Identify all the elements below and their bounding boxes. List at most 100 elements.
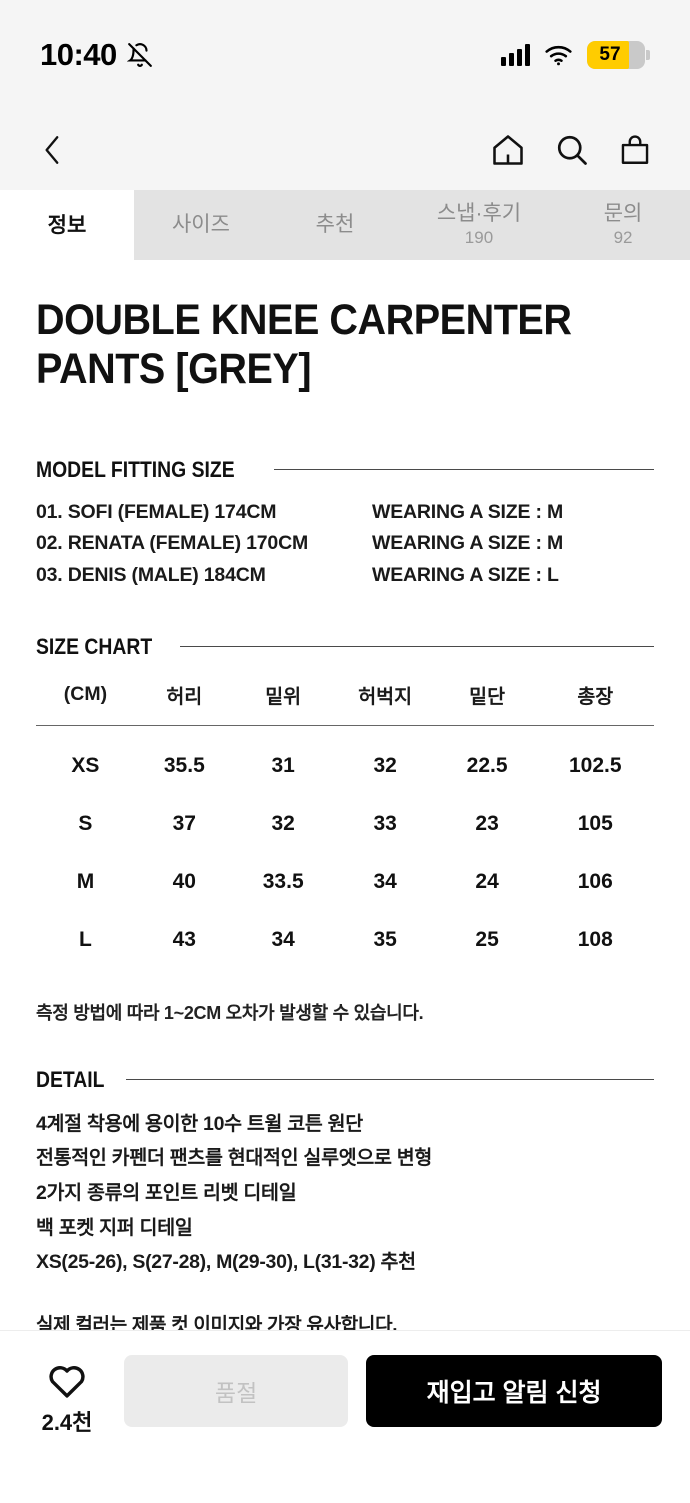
model-size: WEARING A SIZE : M [372,500,564,523]
model-name: 02. RENATA (FEMALE) 170CM [36,532,308,555]
model-row: 02. RENATA (FEMALE) 170CM WEARING A SIZE… [36,528,654,560]
cell-size: XS [71,753,100,777]
cell-hem: 23 [475,811,499,835]
cell-thigh: 34 [373,869,397,893]
cell-length: 108 [577,927,613,951]
tab-count: 190 [464,228,494,248]
section-title: DETAIL [36,1066,105,1092]
column-header: (CM) [63,682,108,705]
tab-bar: 정보 사이즈 추천 스냅·후기 190 문의 92 [0,190,690,262]
cell-length: 106 [577,869,613,893]
column-header: 밑단 [469,685,506,708]
column-header: 밑위 [265,685,302,708]
table-row: L 43 34 35 25 108 [36,911,654,969]
cell-rise: 32 [271,811,295,835]
cell-size: L [79,927,92,951]
cell-rise: 31 [271,753,295,777]
section-title: SIZE CHART [36,633,153,659]
cell-hem: 25 [475,927,499,951]
shopping-bag-icon[interactable] [618,132,652,168]
table-header-row: (CM) 허리 밑위 허벅지 밑단 총장 [36,674,654,726]
model-row: 03. DENIS (MALE) 184CM WEARING A SIZE : … [36,560,654,592]
detail-line: 전통적인 카펜더 팬츠를 현대적인 실루엣으로 변형 [36,1147,433,1170]
tab-size[interactable]: 사이즈 [134,190,268,260]
tab-count: 92 [613,228,633,248]
like-button[interactable]: 2.4천 [28,1355,106,1437]
status-bar: 10:40 57 [0,0,690,110]
cell-waist: 37 [172,811,196,835]
cell-size: M [76,869,95,893]
navigation-bar [0,110,690,190]
cell-hem: 24 [475,869,499,893]
cell-thigh: 33 [373,811,397,835]
section-rule [273,469,654,471]
section-rule [180,646,654,648]
cell-length: 105 [577,811,613,835]
cell-rise: 33.5 [262,869,304,893]
column-header: 총장 [577,685,614,708]
size-chart-section: SIZE CHART (CM) 허리 밑위 허벅지 밑단 총장 XS 35.5 … [36,634,654,1025]
cell-waist: 43 [172,927,196,951]
model-fitting-section: MODEL FITTING SIZE 01. SOFI (FEMALE) 174… [36,457,654,592]
detail-line: 4계절 착용에 용이한 10수 트윌 코튼 원단 [36,1112,363,1135]
battery-indicator: 57 [587,41,650,69]
detail-list: 4계절 착용에 용이한 10수 트윌 코튼 원단 전통적인 카펜더 팬츠를 현대… [36,1107,654,1281]
home-icon[interactable] [490,132,526,168]
cell-hem: 22.5 [466,753,508,777]
detail-line: 백 포켓 지퍼 디테일 [36,1216,193,1239]
back-button[interactable] [38,133,68,167]
section-rule [125,1079,654,1081]
wifi-icon [545,45,572,66]
model-row: 01. SOFI (FEMALE) 174CM WEARING A SIZE :… [36,497,654,529]
detail-line: XS(25-26), S(27-28), M(29-30), L(31-32) … [36,1251,416,1274]
clock: 10:40 [40,37,117,72]
cell-size: S [78,811,93,835]
tab-snap-review[interactable]: 스냅·후기 190 [402,190,556,260]
measurement-note: 측정 방법에 따라 1~2CM 오차가 발생할 수 있습니다. [36,1002,424,1023]
table-row: XS 35.5 31 32 22.5 102.5 [36,725,654,795]
table-row: M 40 33.5 34 24 106 [36,853,654,911]
detail-line: 2가지 종류의 포인트 리벳 디테일 [36,1182,297,1205]
model-name: 01. SOFI (FEMALE) 174CM [36,500,277,523]
tab-info[interactable]: 정보 [0,190,134,262]
section-title: MODEL FITTING SIZE [36,456,235,482]
section-header: DETAIL [36,1067,654,1093]
tab-label: 추천 [315,212,355,236]
page-title: DOUBLE KNEE CARPENTER PANTS [GREY] [36,296,572,394]
cell-thigh: 32 [373,753,397,777]
soldout-button: 품절 [124,1355,349,1427]
detail-section: DETAIL 4계절 착용에 용이한 10수 트윌 코튼 원단 전통적인 카펜더… [36,1067,654,1338]
cell-waist: 35.5 [163,753,205,777]
tab-recommend[interactable]: 추천 [268,190,402,260]
column-header: 허벅지 [358,685,413,708]
status-bar-left: 10:40 [40,37,153,73]
status-bar-right: 57 [501,41,650,69]
bell-slash-icon [126,42,153,68]
signal-bars-icon [501,44,530,66]
like-count: 2.4천 [41,1410,93,1435]
bottom-action-bar: 2.4천 품절 재입고 알림 신청 [0,1330,690,1500]
column-header: 허리 [166,685,203,708]
size-chart-table: (CM) 허리 밑위 허벅지 밑단 총장 XS 35.5 31 32 22.5 … [36,674,654,969]
tab-label: 사이즈 [171,212,230,236]
heart-icon [46,1361,88,1399]
nav-icon-group [490,132,652,168]
cell-waist: 40 [172,869,196,893]
model-name: 03. DENIS (MALE) 184CM [36,564,266,587]
battery-percent: 57 [599,44,621,65]
cell-length: 102.5 [568,753,622,777]
search-icon[interactable] [554,132,590,168]
product-info-content: DOUBLE KNEE CARPENTER PANTS [GREY] MODEL… [0,296,690,1503]
restock-notify-button[interactable]: 재입고 알림 신청 [366,1355,662,1427]
tab-inquiry[interactable]: 문의 92 [556,190,690,260]
cell-thigh: 35 [373,927,397,951]
model-size: WEARING A SIZE : M [372,532,564,555]
tab-label: 문의 [603,202,643,226]
cell-rise: 34 [271,927,295,951]
section-header: SIZE CHART [36,634,654,660]
tab-label: 정보 [47,213,87,237]
table-row: S 37 32 33 23 105 [36,795,654,853]
model-size: WEARING A SIZE : L [372,564,559,587]
tab-label: 스냅·후기 [436,202,522,226]
section-header: MODEL FITTING SIZE [36,457,654,483]
